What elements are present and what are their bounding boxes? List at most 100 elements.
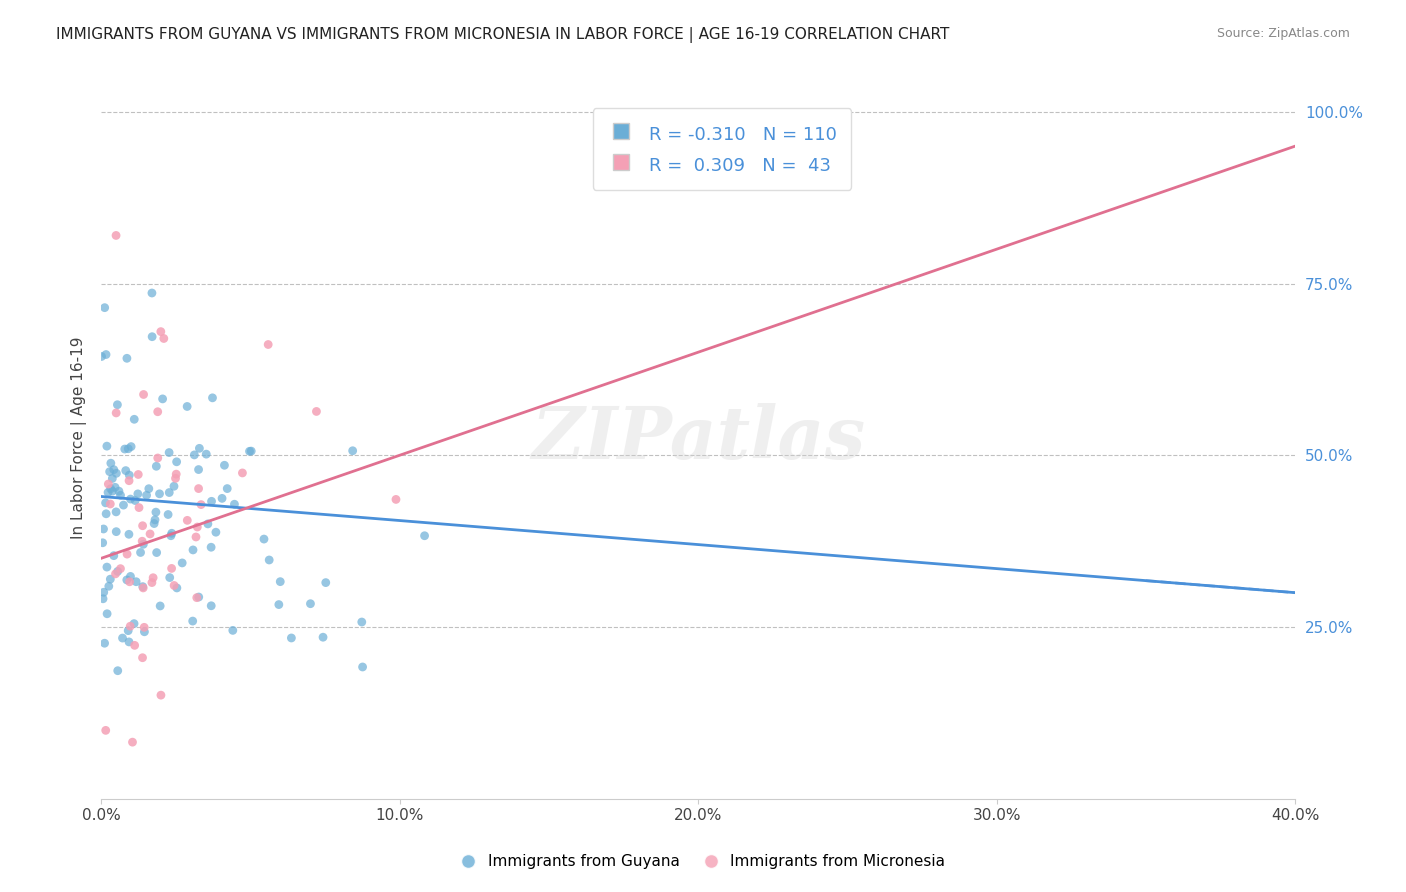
Immigrants from Guyana [127,487,149,501]
Immigrants from Guyana [211,491,233,506]
Immigrants from Guyana [157,485,180,500]
Immigrants from Micronesia [134,620,156,634]
Immigrants from Guyana [94,347,117,361]
Immigrants from Guyana [166,455,188,469]
Immigrants from Guyana [280,631,302,645]
Legend: Immigrants from Guyana, Immigrants from Micronesia: Immigrants from Guyana, Immigrants from … [454,848,952,875]
Immigrants from Micronesia [118,474,141,488]
Immigrants from Guyana [124,493,146,508]
Immigrants from Micronesia [149,325,172,339]
Immigrants from Guyana [183,448,205,462]
Immigrants from Guyana [114,464,136,478]
Immigrants from Micronesia [139,527,162,541]
Immigrants from Guyana [342,443,364,458]
Immigrants from Guyana [201,391,224,405]
Immigrants from Guyana [105,467,128,481]
Immigrants from Guyana [181,614,204,628]
Immigrants from Micronesia [131,534,153,549]
Immigrants from Guyana [117,442,139,456]
Immigrants from Guyana [135,488,157,502]
Immigrants from Guyana [120,569,142,583]
Immigrants from Guyana [110,488,132,502]
Immigrants from Micronesia [132,387,155,401]
Immigrants from Guyana [163,479,186,493]
Immigrants from Guyana [181,543,204,558]
Immigrants from Micronesia [165,467,187,482]
Immigrants from Guyana [105,524,128,539]
Immigrants from Guyana [152,392,174,406]
Immigrants from Guyana [145,459,167,474]
Immigrants from Guyana [101,484,124,499]
Immigrants from Guyana [149,599,172,613]
Immigrants from Guyana [132,580,155,594]
Text: IMMIGRANTS FROM GUYANA VS IMMIGRANTS FROM MICRONESIA IN LABOR FORCE | AGE 16-19 : IMMIGRANTS FROM GUYANA VS IMMIGRANTS FRO… [56,27,949,43]
Immigrants from Guyana [114,442,136,456]
Immigrants from Guyana [96,607,118,621]
Immigrants from Guyana [195,447,218,461]
Immigrants from Guyana [120,440,142,454]
Text: Source: ZipAtlas.com: Source: ZipAtlas.com [1216,27,1350,40]
Immigrants from Guyana [141,285,163,300]
Immigrants from Micronesia [105,228,128,243]
Immigrants from Guyana [222,624,245,638]
Immigrants from Guyana [160,529,183,543]
Immigrants from Guyana [122,412,145,426]
Immigrants from Guyana [197,516,219,531]
Immigrants from Guyana [96,439,118,453]
Immigrants from Micronesia [118,574,141,589]
Immigrants from Guyana [103,549,125,563]
Immigrants from Guyana [312,630,335,644]
Immigrants from Guyana [100,482,122,496]
Immigrants from Guyana [217,482,239,496]
Immigrants from Guyana [200,494,222,508]
Immigrants from Guyana [352,660,374,674]
Immigrants from Guyana [299,597,322,611]
Immigrants from Guyana [157,508,180,522]
Immigrants from Guyana [118,468,141,483]
Immigrants from Micronesia [176,513,198,527]
Immigrants from Micronesia [160,561,183,575]
Immigrants from Micronesia [124,638,146,652]
Immigrants from Guyana [115,573,138,587]
Immigrants from Micronesia [94,723,117,738]
Immigrants from Guyana [238,444,260,458]
Immigrants from Micronesia [231,466,253,480]
Immigrants from Guyana [93,636,115,650]
Immigrants from Micronesia [186,520,208,534]
Immigrants from Guyana [224,497,246,511]
Immigrants from Micronesia [165,471,187,485]
Immigrants from Guyana [269,574,291,589]
Immigrants from Micronesia [104,566,127,581]
Immigrants from Guyana [93,585,115,599]
Immigrants from Micronesia [105,406,128,420]
Immigrants from Guyana [257,553,280,567]
Immigrants from Guyana [143,516,166,531]
Immigrants from Micronesia [98,497,121,511]
Immigrants from Guyana [97,485,120,500]
Immigrants from Guyana [253,532,276,546]
Immigrants from Guyana [172,556,194,570]
Immigrants from Guyana [97,579,120,593]
Immigrants from Guyana [200,599,222,613]
Immigrants from Guyana [107,398,129,412]
Immigrants from Guyana [91,535,114,549]
Immigrants from Guyana [118,527,141,541]
Immigrants from Guyana [117,624,139,638]
Immigrants from Guyana [107,664,129,678]
Immigrants from Micronesia [132,581,155,595]
Immigrants from Micronesia [385,492,408,507]
Immigrants from Guyana [111,631,134,645]
Immigrants from Guyana [93,301,115,315]
Immigrants from Guyana [90,350,112,364]
Immigrants from Micronesia [141,575,163,590]
Immigrants from Micronesia [257,337,280,351]
Immigrants from Guyana [143,513,166,527]
Immigrants from Micronesia [121,735,143,749]
Immigrants from Micronesia [131,518,153,533]
Immigrants from Guyana [94,507,117,521]
Immigrants from Guyana [413,529,436,543]
Immigrants from Micronesia [190,498,212,512]
Immigrants from Guyana [148,487,170,501]
Immigrants from Micronesia [97,477,120,491]
Immigrants from Micronesia [186,591,208,605]
